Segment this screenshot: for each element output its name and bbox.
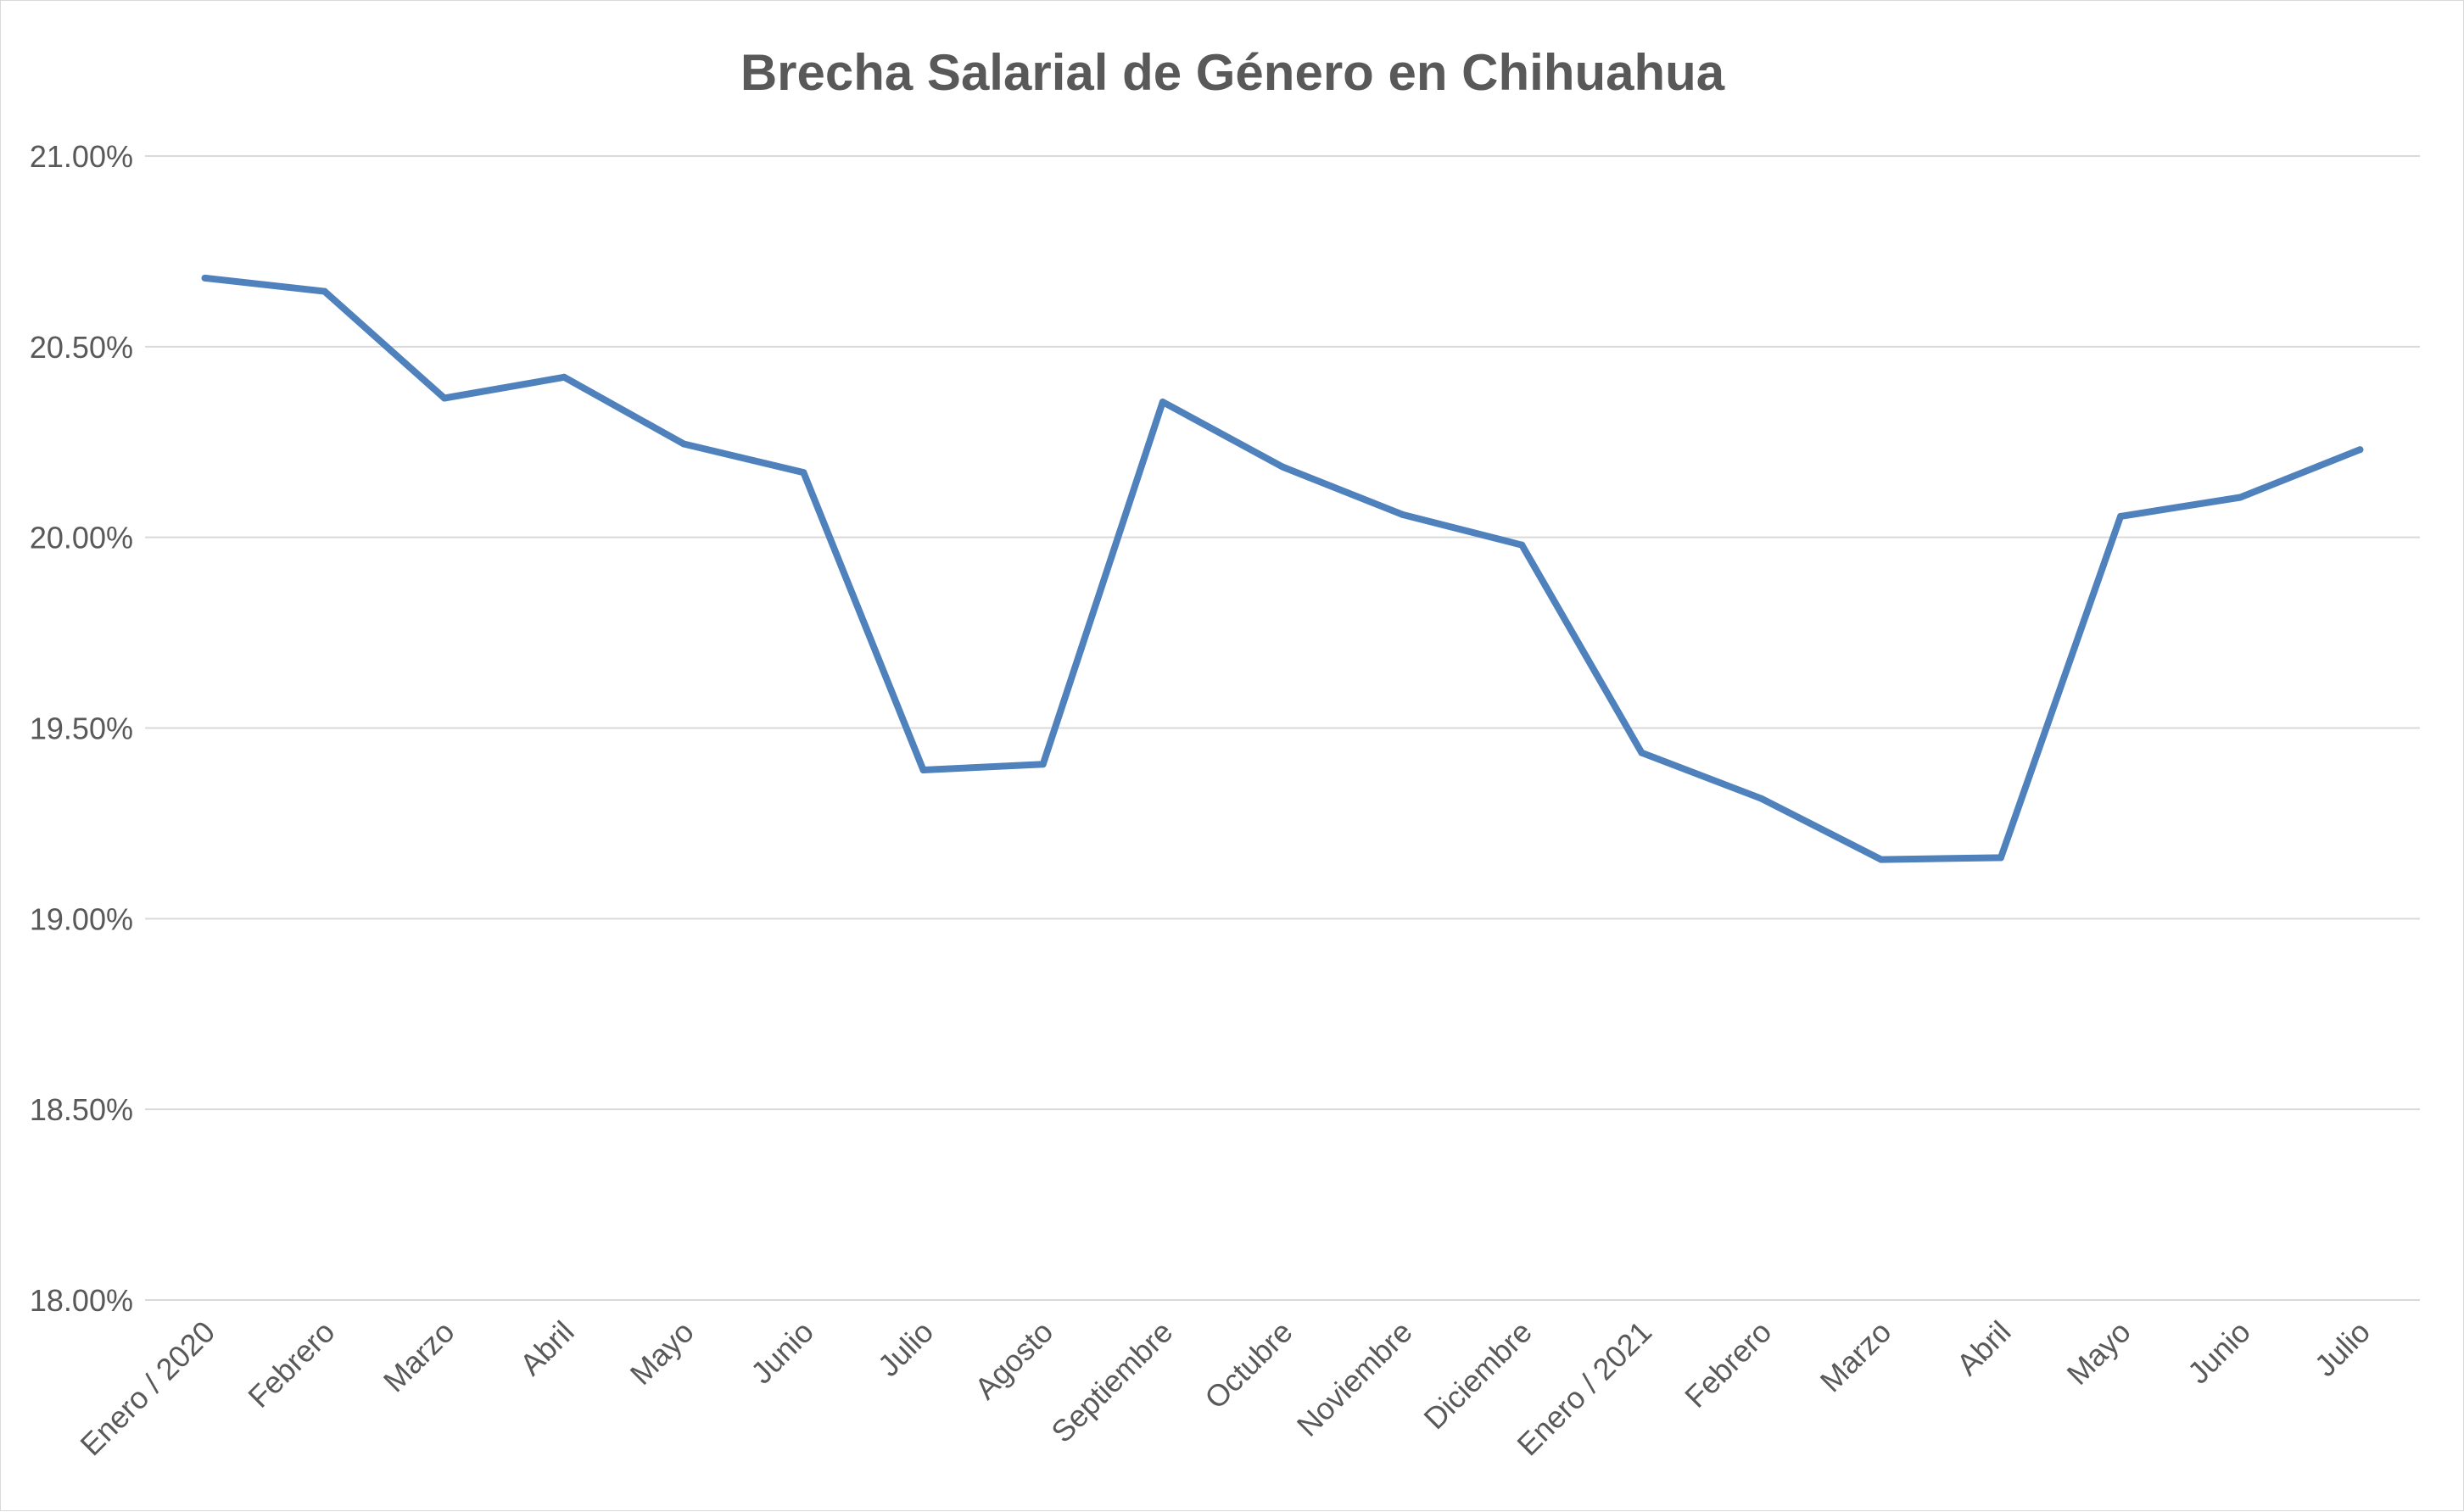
x-tick-label: Abril	[1950, 1314, 2018, 1382]
x-tick-label: Junio	[744, 1314, 820, 1391]
x-tick-label: Mayo	[2060, 1314, 2137, 1392]
x-tick-label: Febrero	[1678, 1314, 1778, 1414]
y-tick-label: 18.50%	[30, 1092, 133, 1127]
data-point	[321, 287, 328, 295]
gridlines	[145, 155, 2420, 1301]
x-tick-label: Julio	[871, 1314, 940, 1383]
x-tick-label: Febrero	[241, 1314, 341, 1414]
series-line	[201, 274, 2364, 863]
x-tick-label: Marzo	[377, 1314, 461, 1399]
y-tick-label: 18.00%	[30, 1283, 133, 1318]
y-tick-label: 19.50%	[30, 711, 133, 746]
x-tick-label: Diciembre	[1416, 1314, 1539, 1437]
data-point	[440, 394, 448, 402]
x-tick-label: Julio	[2308, 1314, 2377, 1383]
data-point	[1399, 511, 1406, 518]
data-point	[1877, 856, 1885, 863]
x-tick-label: Septiembre	[1044, 1314, 1179, 1449]
y-axis-ticks: 18.00% 18.50% 19.00% 19.50% 20.00% 20.50% 21.0…	[30, 139, 133, 1318]
y-tick-label: 20.00%	[30, 521, 133, 555]
data-point	[919, 766, 927, 773]
data-point	[1518, 541, 1526, 549]
data-point	[800, 469, 807, 477]
series-layer	[201, 274, 2364, 863]
x-tick-label: Junio	[2181, 1314, 2257, 1391]
data-point	[1997, 854, 2004, 862]
data-point	[2237, 494, 2244, 501]
y-tick-label: 21.00%	[30, 139, 133, 174]
data-point	[2117, 512, 2125, 520]
x-tick-label: Enero / 2020	[73, 1314, 221, 1463]
x-tick-label: Abril	[513, 1314, 581, 1382]
data-point	[680, 440, 688, 448]
x-tick-label: Agosto	[968, 1314, 1059, 1406]
data-point	[1039, 761, 1047, 768]
data-point	[1159, 399, 1166, 406]
data-point	[1638, 749, 1645, 756]
data-point	[201, 274, 209, 282]
chart-title: Brecha Salarial de Género en Chihuahua	[740, 44, 1725, 101]
data-point	[1279, 463, 1286, 471]
data-point	[1757, 795, 1765, 802]
x-axis-ticks: Enero / 2020 Febrero Marzo Abril Mayo Junio Ju…	[73, 1314, 2377, 1463]
y-tick-label: 20.50%	[30, 330, 133, 365]
x-tick-label: Mayo	[623, 1314, 701, 1392]
x-tick-label: Octubre	[1198, 1314, 1299, 1416]
data-point	[561, 373, 568, 381]
data-point	[2356, 446, 2364, 454]
x-tick-label: Marzo	[1813, 1314, 1898, 1399]
y-tick-label: 19.00%	[30, 901, 133, 936]
x-tick-label: Noviembre	[1290, 1314, 1419, 1443]
